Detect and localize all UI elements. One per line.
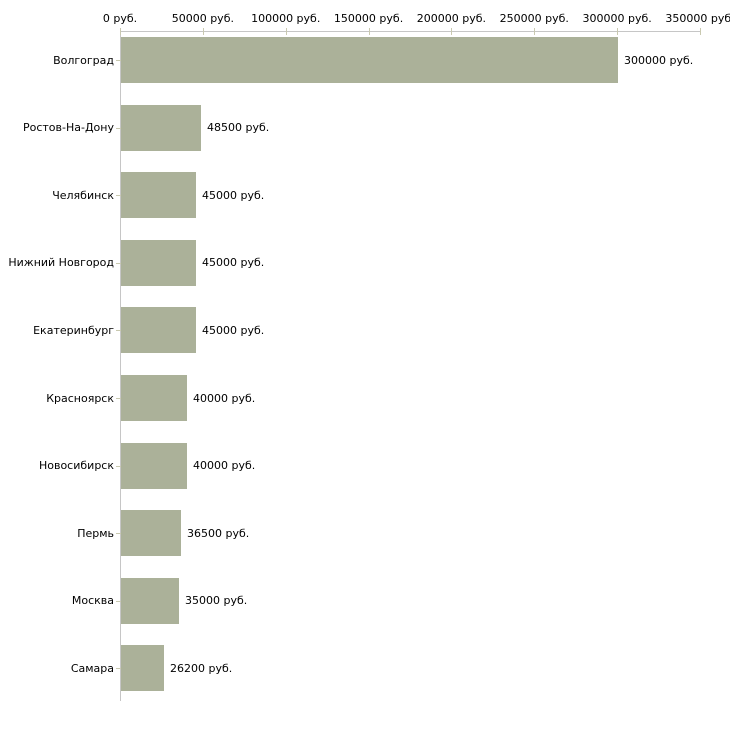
value-label: 45000 руб. [202,189,265,202]
x-tick-label: 0 руб. [102,12,138,25]
x-tick-label: 50000 руб. [171,12,234,25]
value-label: 36500 руб. [187,527,250,540]
category-tick-mark [116,533,121,534]
x-tick-label: 350000 руб. [665,12,730,25]
value-label: 45000 руб. [202,324,265,337]
value-label: 26200 руб. [170,662,233,675]
category-label: Самара [70,662,114,675]
x-tick-label: 100000 руб. [251,12,321,25]
bar [121,375,187,421]
x-tick-mark [617,28,618,35]
bar [121,307,196,353]
category-label: Москва [71,594,114,607]
x-tick-label: 250000 руб. [499,12,569,25]
category-tick-mark [116,263,121,264]
x-tick-label: 300000 руб. [582,12,652,25]
x-tick-mark [451,28,452,35]
category-tick-mark [116,601,121,602]
value-label: 35000 руб. [185,594,248,607]
x-tick-mark [203,28,204,35]
x-tick-mark [534,28,535,35]
category-label: Нижний Новгород [8,256,114,269]
x-axis-line [120,31,701,32]
category-label: Челябинск [52,189,114,202]
x-tick-label: 200000 руб. [416,12,487,25]
value-label: 300000 руб. [624,54,694,67]
category-label: Волгоград [53,54,114,67]
category-label: Пермь [77,527,114,540]
x-tick-mark [700,28,701,35]
bar [121,172,196,218]
category-label: Ростов-На-Дону [22,121,114,134]
bar [121,578,179,624]
value-label: 40000 руб. [193,459,256,472]
category-tick-mark [116,668,121,669]
category-label: Красноярск [46,392,114,405]
category-tick-mark [116,330,121,331]
category-tick-mark [116,466,121,467]
category-label: Новосибирск [38,459,114,472]
category-tick-mark [116,128,121,129]
bar [121,240,196,286]
bar [121,37,618,83]
category-label: Екатеринбург [33,324,114,337]
x-tick-mark [286,28,287,35]
value-label: 45000 руб. [202,256,265,269]
x-tick-mark [369,28,370,35]
category-tick-mark [116,60,121,61]
bar [121,510,181,556]
value-label: 40000 руб. [193,392,256,405]
x-tick-label: 150000 руб. [333,12,404,25]
category-tick-mark [116,195,121,196]
bar [121,443,187,489]
value-label: 48500 руб. [207,121,270,134]
category-tick-mark [116,398,121,399]
bar [121,645,164,691]
x-tick-mark [120,28,121,35]
y-axis-line [120,31,121,701]
bar [121,105,201,151]
